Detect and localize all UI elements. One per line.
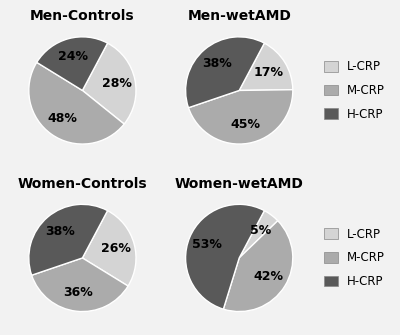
Text: 48%: 48% (47, 113, 77, 125)
Wedge shape (239, 43, 293, 90)
Wedge shape (186, 37, 264, 108)
Title: Men-wetAMD: Men-wetAMD (187, 9, 291, 23)
Wedge shape (82, 43, 136, 124)
Wedge shape (37, 37, 108, 90)
Wedge shape (29, 62, 124, 144)
Text: 28%: 28% (102, 77, 132, 90)
Wedge shape (82, 211, 136, 286)
Text: 38%: 38% (45, 225, 75, 238)
Wedge shape (223, 221, 293, 312)
Legend: L-CRP, M-CRP, H-CRP: L-CRP, M-CRP, H-CRP (324, 228, 385, 288)
Wedge shape (29, 204, 108, 275)
Wedge shape (188, 90, 293, 144)
Text: 26%: 26% (101, 242, 131, 255)
Wedge shape (239, 211, 278, 258)
Text: 45%: 45% (230, 118, 260, 131)
Title: Women-Controls: Women-Controls (18, 177, 147, 191)
Text: 24%: 24% (58, 50, 88, 63)
Text: 42%: 42% (254, 270, 284, 283)
Wedge shape (186, 204, 264, 309)
Legend: L-CRP, M-CRP, H-CRP: L-CRP, M-CRP, H-CRP (324, 60, 385, 121)
Text: 5%: 5% (250, 224, 271, 237)
Title: Men-Controls: Men-Controls (30, 9, 135, 23)
Text: 36%: 36% (64, 286, 93, 299)
Text: 17%: 17% (254, 66, 284, 79)
Title: Women-wetAMD: Women-wetAMD (175, 177, 304, 191)
Text: 53%: 53% (192, 238, 222, 251)
Text: 38%: 38% (202, 57, 232, 70)
Wedge shape (32, 258, 128, 312)
